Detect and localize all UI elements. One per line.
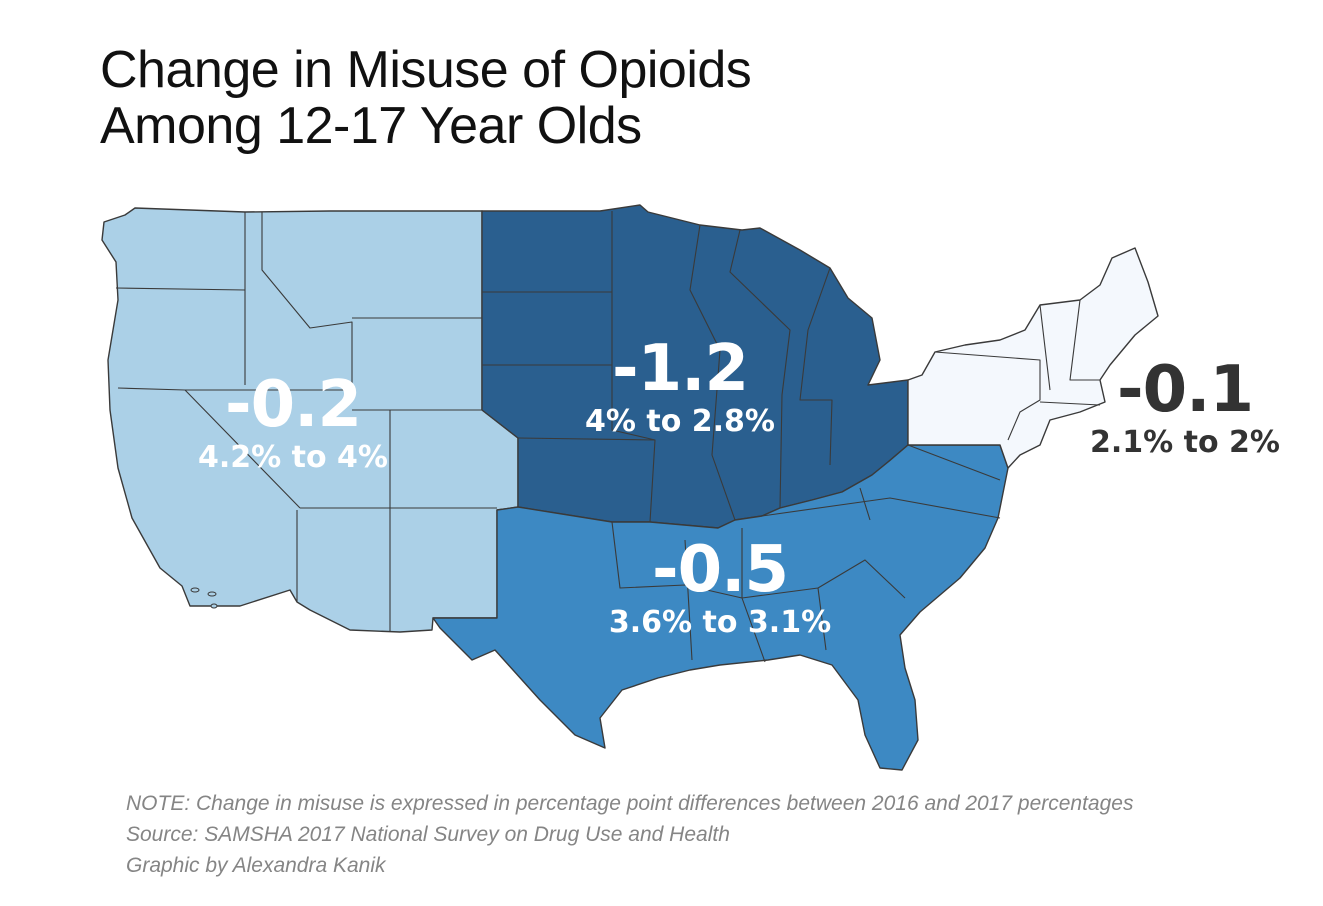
region-label-south: -0.5 3.6% to 3.1% [600, 533, 840, 640]
credit-text: Graphic by Alexandra Kanik [126, 854, 386, 877]
south-range: 3.6% to 3.1% [608, 605, 832, 640]
coastal-islands [190, 587, 218, 609]
note-text: NOTE: Change in misuse is expressed in p… [126, 792, 1134, 815]
footnotes: NOTE: Change in misuse is expressed in p… [126, 788, 1133, 881]
region-label-midwest: -1.2 4% to 2.8% [570, 332, 790, 439]
title-line-1: Change in Misuse of Opioids [100, 41, 752, 99]
chart-title: Change in Misuse of Opioids Among 12-17 … [100, 41, 752, 155]
south-region [432, 444, 1009, 771]
region-label-west: -0.2 4.2% to 4% [188, 368, 398, 475]
northeast-region [907, 247, 1159, 469]
region-label-northeast: -0.1 2.1% to 2% [1080, 353, 1290, 460]
west-region [101, 207, 519, 633]
west-change: -0.2 [225, 368, 362, 442]
midwest-change: -1.2 [612, 332, 749, 406]
title-line-2: Among 12-17 Year Olds [100, 97, 642, 155]
south-change: -0.5 [652, 533, 789, 607]
source-text: Source: SAMSHA 2017 National Survey on D… [126, 823, 730, 846]
midwest-range: 4% to 2.8% [585, 404, 775, 439]
northeast-range: 2.1% to 2% [1090, 425, 1280, 460]
west-range: 4.2% to 4% [198, 440, 388, 475]
state-borders [115, 211, 1101, 663]
northeast-change: -0.1 [1117, 353, 1254, 427]
